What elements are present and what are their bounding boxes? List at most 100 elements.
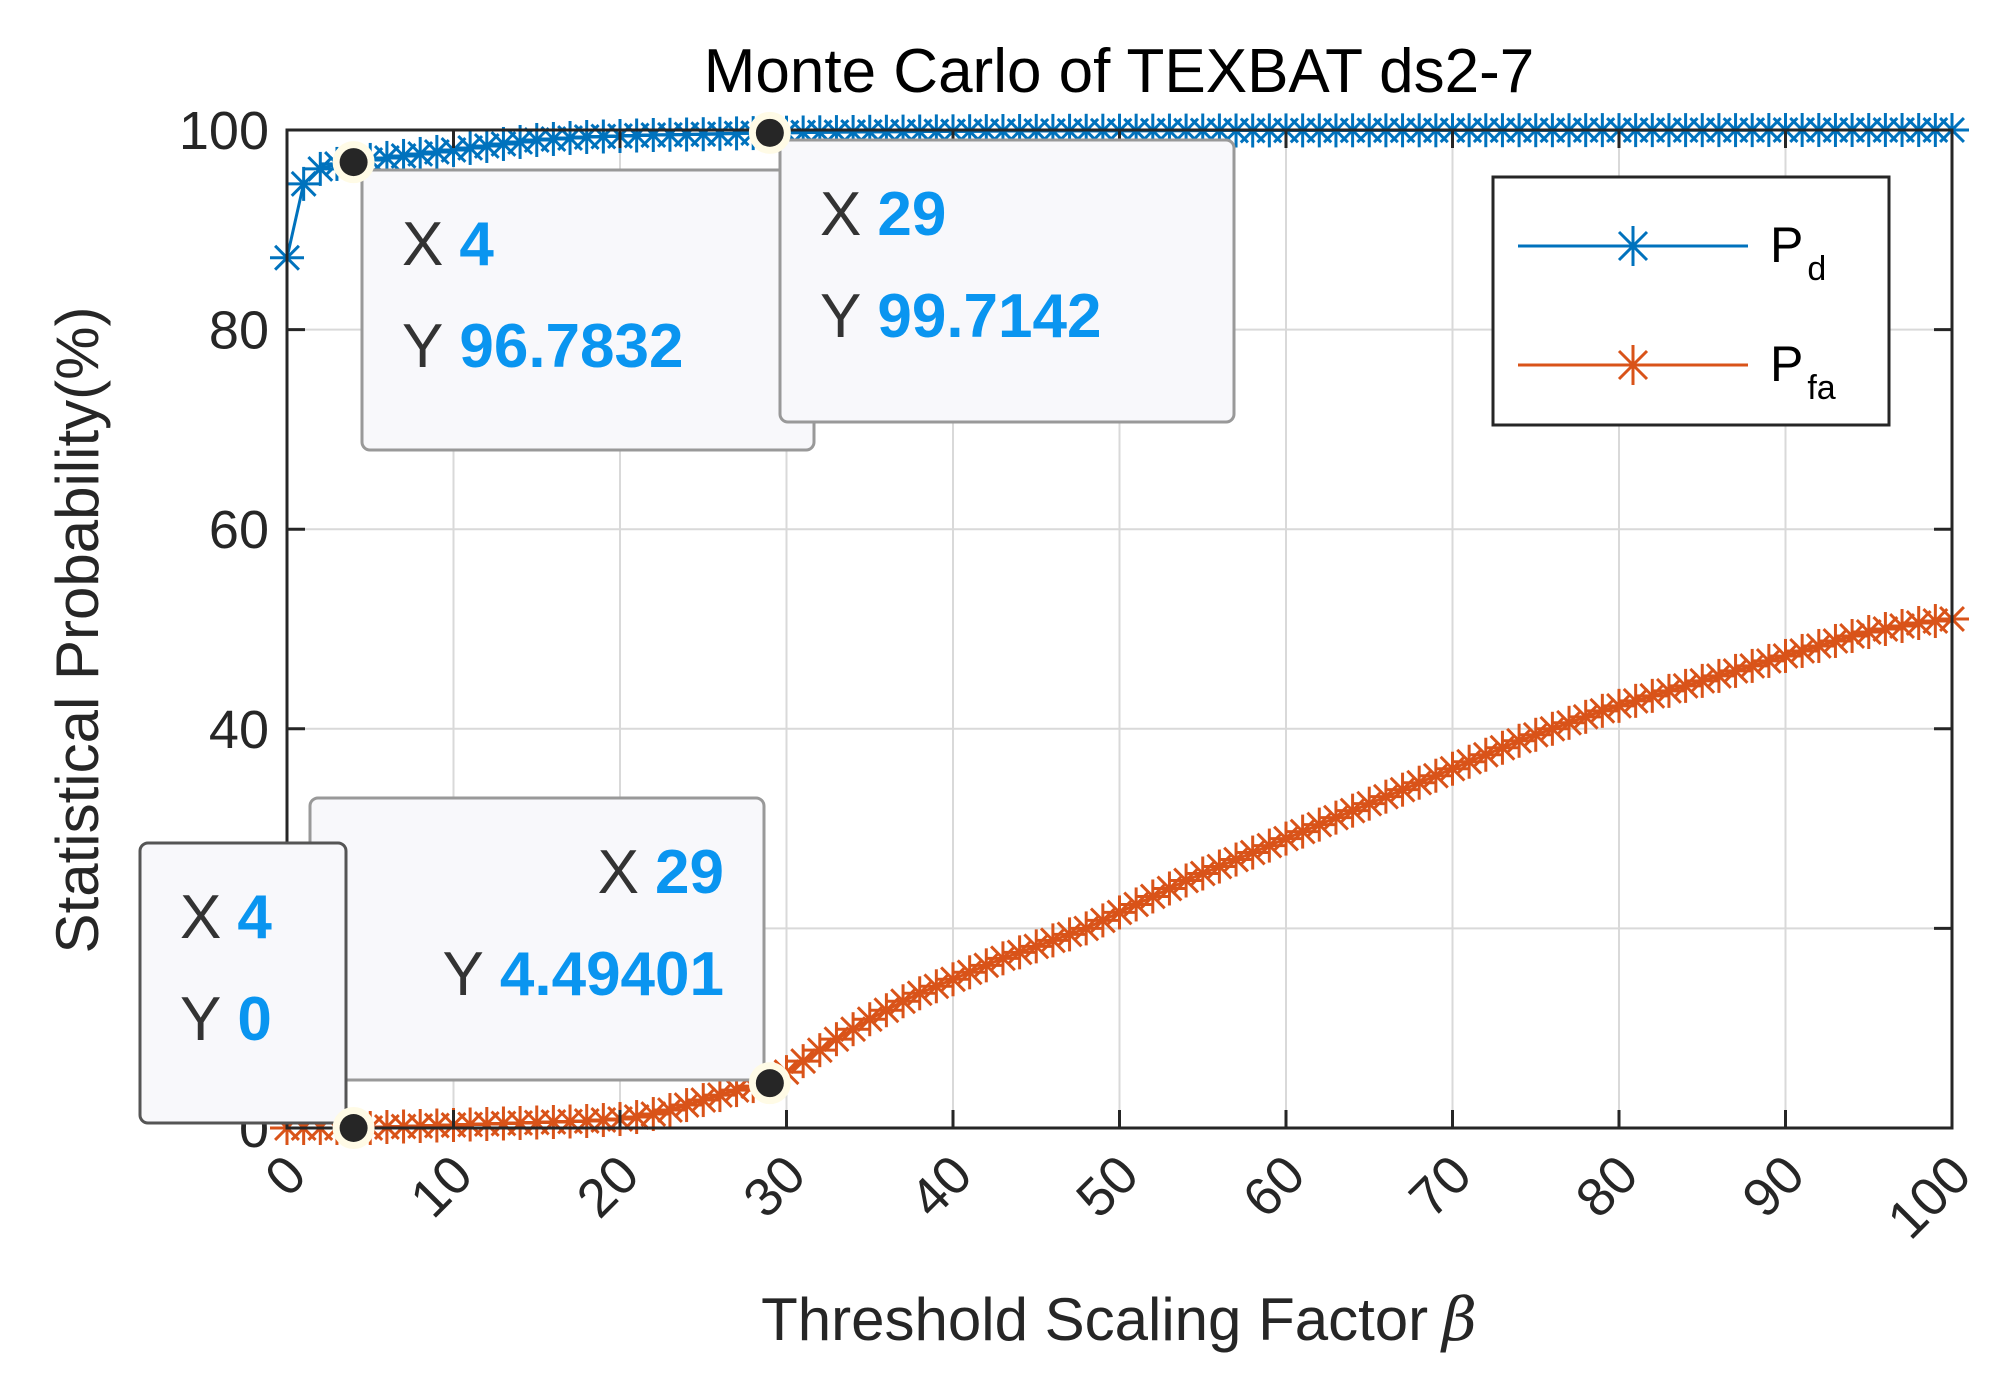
x-axis-label-text: Threshold Scaling Factor [761, 1286, 1428, 1353]
datatip-marker [339, 148, 368, 177]
datatip-y-label: Y [402, 312, 443, 381]
data-point-pd-d2 [423, 138, 450, 165]
data-point-pfa-d2 [690, 1087, 717, 1114]
data-point-pd-d2 [390, 142, 417, 169]
data-point-pfa-d2 [673, 1092, 700, 1119]
y-axis-label: Statistical Probability(%) [44, 307, 111, 954]
data-point-pfa [1002, 935, 1037, 970]
data-point-pfa-d2 [1522, 721, 1549, 748]
data-point-pfa-d2 [1889, 613, 1916, 639]
datatip-x-value: 4 [459, 210, 494, 279]
data-point-pfa-d2 [1506, 727, 1533, 754]
data-point-pfa-d2 [1023, 933, 1050, 960]
data-point-pfa [1568, 699, 1603, 734]
data-point-pfa-d2 [1705, 662, 1732, 689]
data-point-pfa-d2 [790, 1048, 817, 1075]
data-point-pfa [1818, 623, 1853, 658]
legend-label-pfa-sub: fa [1807, 369, 1835, 407]
data-point-pfa-d2 [1755, 647, 1782, 674]
legend-star-pd [1613, 226, 1653, 266]
data-point-pfa [1751, 643, 1786, 678]
data-point-pfa-d2 [1039, 927, 1066, 954]
y-tick-label: 80 [209, 301, 269, 361]
chart-title: Monte Carlo of TEXBAT ds2-7 [704, 37, 1535, 106]
datatip-y-value: 96.7832 [459, 312, 683, 381]
data-point-pd-d2 [507, 129, 534, 155]
data-point-pfa-d2 [1839, 623, 1866, 649]
data-point-pfa [1069, 911, 1104, 946]
datatip-x-label: X [820, 180, 861, 249]
datatip-y-value: 4.49401 [500, 940, 724, 1009]
data-point-pd [419, 134, 454, 169]
datatip-x-row: X 29 [820, 180, 946, 249]
data-point-pd-d2 [457, 135, 484, 161]
data-point-pfa-d2 [1905, 610, 1932, 636]
datatip: X 4Y 0 [138, 841, 375, 1149]
data-point-pd-d2 [473, 133, 500, 159]
data-point-pfa-d2 [1639, 682, 1666, 709]
data-point-pfa [1535, 711, 1570, 746]
datatip-y-row: Y 99.7142 [820, 282, 1101, 351]
data-point-pfa-d2 [1006, 939, 1033, 966]
data-point-pfa-d2 [706, 1082, 733, 1109]
data-point-pfa-d2 [1606, 692, 1632, 719]
legend-marker-pfa [1613, 345, 1653, 385]
legend-label-pd-sub: d [1807, 250, 1826, 288]
datatip-marker [755, 1069, 784, 1098]
datatip-x-label: X [598, 838, 639, 907]
legend-star-pfa-d2 [1617, 349, 1649, 381]
data-point-pd [453, 130, 488, 165]
data-point-pfa-d2 [823, 1026, 850, 1053]
data-point-pd-d2 [407, 140, 434, 167]
datatip-y-label: Y [443, 940, 484, 1009]
data-point-pfa [1035, 923, 1070, 958]
datatip-x-row: X 29 [598, 838, 724, 907]
data-point-pfa-d2 [1789, 637, 1816, 664]
datatip-y-value: 99.7142 [877, 282, 1101, 351]
x-axis-label-symbol: β [1440, 1285, 1477, 1355]
data-point-pfa-d2 [656, 1097, 683, 1123]
y-tick-label: 40 [209, 700, 269, 760]
datatip-box [138, 841, 348, 1125]
data-point-pfa-d2 [623, 1104, 650, 1130]
datatip-y-row: Y 96.7832 [402, 312, 683, 381]
data-point-pfa-d2 [840, 1016, 867, 1043]
data-point-pfa-d2 [1589, 697, 1616, 724]
datatip: X 29 Y 99.7142 [748, 111, 1236, 424]
y-tick-label: 60 [209, 500, 269, 560]
datatip-x-label: X [402, 210, 443, 279]
data-point-pd [486, 126, 521, 161]
legend-marker-pd [1613, 226, 1653, 266]
data-point-pfa-d2 [1722, 657, 1749, 684]
datatip-x-value: 4 [237, 883, 272, 952]
datatip-y-row: Y 4.49401 [443, 940, 724, 1009]
datatip-x-label: X [180, 883, 221, 952]
data-point-pd-d2 [373, 144, 400, 171]
datatip-y-label: Y [820, 282, 861, 351]
data-point-pfa-d2 [1689, 667, 1716, 694]
data-point-pfa-d2 [1922, 608, 1949, 634]
datatip-box [778, 138, 1236, 424]
data-point-pfa [1735, 648, 1770, 683]
data-point-pfa-d2 [1872, 616, 1899, 642]
datatip: X 29 Y 4.49401 [308, 796, 791, 1105]
datatip-y-value: 0 [237, 985, 271, 1054]
data-point-pfa-d2 [1672, 672, 1699, 699]
data-point-pd [386, 138, 421, 173]
datatip-y-label: Y [180, 985, 221, 1054]
data-point-pfa [1918, 604, 1953, 639]
data-point-pfa-d2 [1572, 703, 1599, 730]
datatip-x-value: 29 [655, 838, 724, 907]
data-point-pfa-d2 [1556, 709, 1583, 736]
data-point-pfa-d2 [1622, 687, 1649, 714]
data-point-pfa-d2 [1822, 628, 1849, 654]
datatip-marker [339, 1114, 368, 1142]
data-point-pd-d2 [307, 155, 334, 182]
legend-label-pfa-main: P [1770, 336, 1803, 392]
data-point-pfa-d2 [1855, 619, 1882, 645]
data-point-pfa [1868, 612, 1903, 646]
